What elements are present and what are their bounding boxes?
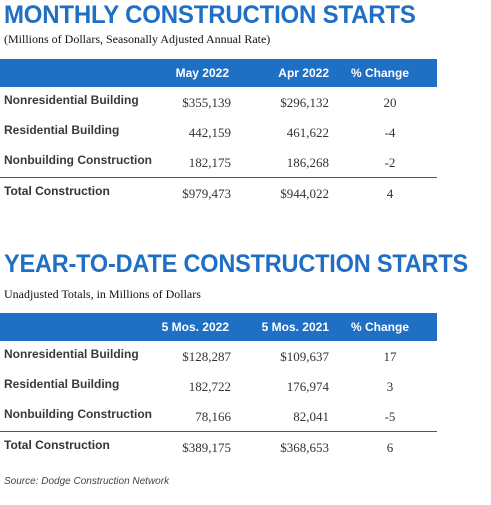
row-value-change: 3 <box>386 379 394 394</box>
ytd-table-header: 5 Mos. 2022 5 Mos. 2021 % Change <box>0 313 437 341</box>
ytd-col-header-1: 5 Mos. 2022 <box>161 320 229 334</box>
total-row: Total Construction $389,175 $368,653 6 <box>0 432 437 462</box>
total-label: Total Construction <box>4 438 110 452</box>
row-value-prior: $296,132 <box>280 95 329 110</box>
table-row: Nonresidential Building $128,287 $109,63… <box>0 341 437 371</box>
monthly-table-header: May 2022 Apr 2022 % Change <box>0 59 437 87</box>
row-value-change: -4 <box>384 125 396 140</box>
ytd-title: YEAR-TO-DATE CONSTRUCTION STARTS <box>4 250 468 278</box>
row-value-current: 78,166 <box>195 409 231 424</box>
row-value-change: 17 <box>383 349 397 364</box>
row-label: Nonbuilding Construction <box>4 407 152 421</box>
row-value-current: 182,722 <box>188 379 231 394</box>
total-value-current: $389,175 <box>182 440 231 455</box>
row-value-prior: 176,974 <box>286 379 329 394</box>
total-value-current: $979,473 <box>182 186 231 201</box>
monthly-col-header-2: Apr 2022 <box>278 66 329 80</box>
row-label: Nonresidential Building <box>4 93 139 107</box>
row-value-prior: $109,637 <box>280 349 329 364</box>
total-row: Total Construction $979,473 $944,022 4 <box>0 178 437 208</box>
table-row: Nonbuilding Construction 78,166 82,041 -… <box>0 401 437 431</box>
monthly-title: MONTHLY CONSTRUCTION STARTS <box>4 1 416 29</box>
table-row: Residential Building 182,722 176,974 3 <box>0 371 437 401</box>
row-value-change: -5 <box>384 409 396 424</box>
ytd-col-header-2: 5 Mos. 2021 <box>261 320 329 334</box>
row-value-change: -2 <box>384 155 396 170</box>
row-label: Nonbuilding Construction <box>4 153 152 167</box>
total-value-prior: $368,653 <box>280 440 329 455</box>
monthly-table: May 2022 Apr 2022 % Change Nonresidentia… <box>0 59 437 208</box>
ytd-subtitle: Unadjusted Totals, in Millions of Dollar… <box>4 287 201 301</box>
total-value-change: 6 <box>386 440 394 455</box>
row-label: Residential Building <box>4 123 120 137</box>
ytd-table: 5 Mos. 2022 5 Mos. 2021 % Change Nonresi… <box>0 313 437 462</box>
table-row: Residential Building 442,159 461,622 -4 <box>0 117 437 147</box>
total-value-change: 4 <box>386 186 394 201</box>
monthly-col-header-3: % Change <box>350 66 409 80</box>
row-value-current: $355,139 <box>182 95 231 110</box>
total-divider <box>0 431 437 432</box>
monthly-col-header-1: May 2022 <box>175 66 229 80</box>
row-value-current: $128,287 <box>182 349 231 364</box>
ytd-col-header-3: % Change <box>350 320 409 334</box>
total-value-prior: $944,022 <box>280 186 329 201</box>
row-value-prior: 82,041 <box>293 409 329 424</box>
source-note: Source: Dodge Construction Network <box>4 476 170 487</box>
row-label: Residential Building <box>4 377 120 391</box>
row-value-current: 182,175 <box>188 155 231 170</box>
row-value-change: 20 <box>383 95 397 110</box>
row-value-current: 442,159 <box>188 125 231 140</box>
monthly-subtitle: (Millions of Dollars, Seasonally Adjuste… <box>4 32 271 46</box>
total-divider <box>0 177 437 178</box>
table-row: Nonresidential Building $355,139 $296,13… <box>0 87 437 117</box>
row-value-prior: 186,268 <box>286 155 329 170</box>
row-label: Nonresidential Building <box>4 347 139 361</box>
table-row: Nonbuilding Construction 182,175 186,268… <box>0 147 437 177</box>
total-label: Total Construction <box>4 184 110 198</box>
row-value-prior: 461,622 <box>286 125 329 140</box>
